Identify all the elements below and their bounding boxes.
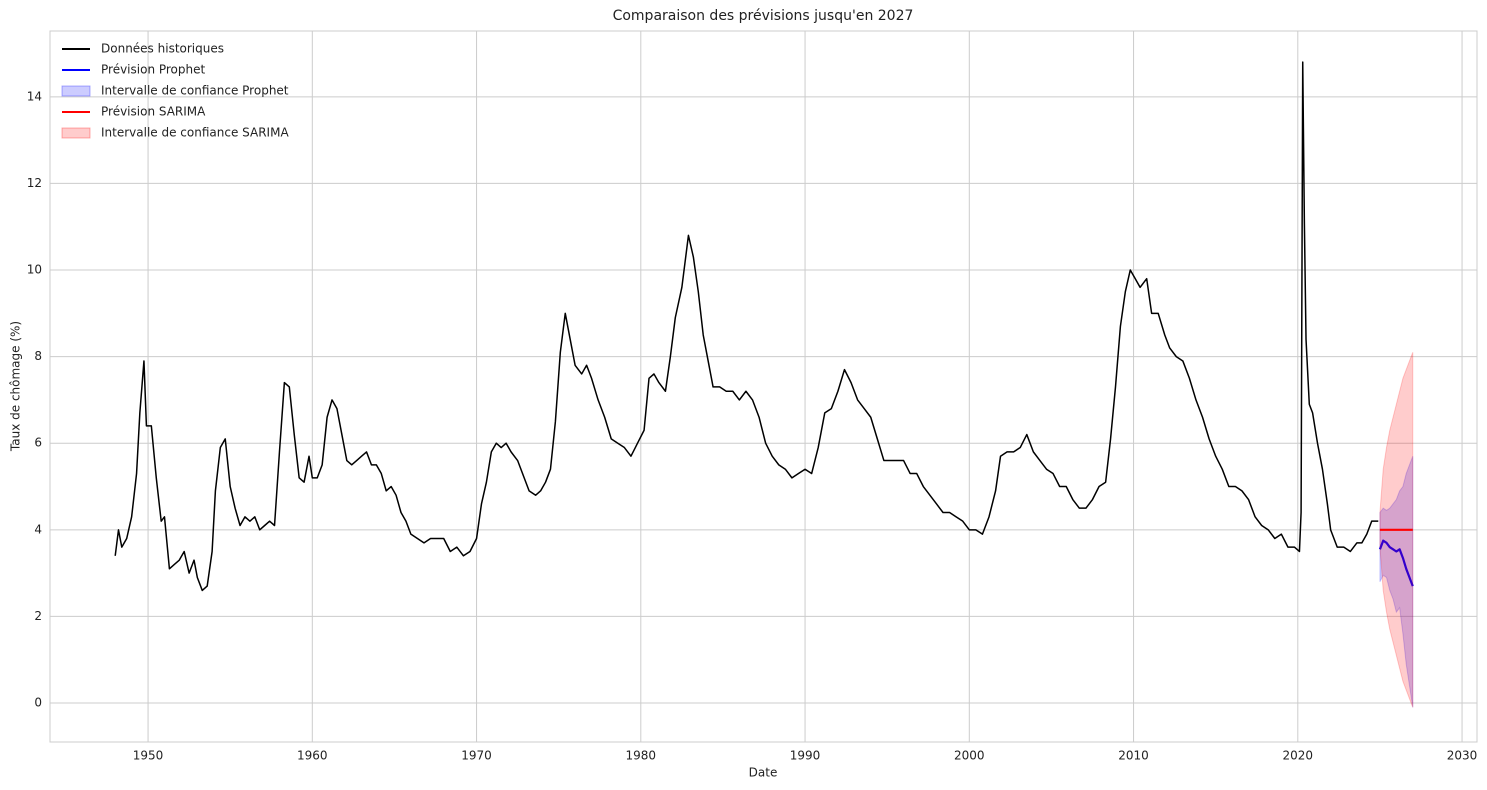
confidence-band: [1379, 352, 1414, 708]
chart-title: Comparaison des prévisions jusqu'en 2027: [613, 8, 914, 24]
y-tick-label: 12: [27, 176, 42, 190]
plot-area: [114, 61, 1414, 708]
series-line: [1378, 539, 1414, 587]
legend-swatch: [61, 85, 91, 97]
legend-label: Prévision Prophet: [101, 63, 206, 77]
y-tick-label: 4: [34, 522, 42, 536]
x-tick-label: 1980: [626, 749, 657, 763]
x-tick-label: 1950: [133, 749, 164, 763]
x-tick-label: 2030: [1447, 749, 1478, 763]
legend-label: Intervalle de confiance SARIMA: [101, 126, 289, 140]
legend-label: Prévision SARIMA: [101, 105, 206, 119]
x-tick-label: 1960: [297, 749, 328, 763]
y-tick-label: 10: [27, 263, 42, 277]
legend-label: Intervalle de confiance Prophet: [101, 84, 289, 98]
y-tick-label: 0: [34, 696, 42, 710]
x-tick-label: 1990: [790, 749, 821, 763]
x-tick-label: 2000: [954, 749, 985, 763]
confidence-band: [1379, 456, 1414, 708]
legend-swatch: [61, 127, 91, 139]
x-tick-label: 2020: [1283, 749, 1314, 763]
series-line: [114, 61, 1379, 592]
y-axis-label: Taux de chômage (%): [9, 321, 23, 452]
plot-frame: [49, 30, 1478, 743]
x-tick-label: 2010: [1118, 749, 1149, 763]
y-tick-label: 2: [34, 609, 42, 623]
legend-label: Données historiques: [101, 42, 224, 56]
x-tick-label: 1970: [461, 749, 492, 763]
y-tick-label: 6: [34, 436, 42, 450]
x-axis-label: Date: [749, 766, 778, 780]
y-tick-label: 14: [27, 89, 42, 103]
y-tick-label: 8: [34, 349, 42, 363]
